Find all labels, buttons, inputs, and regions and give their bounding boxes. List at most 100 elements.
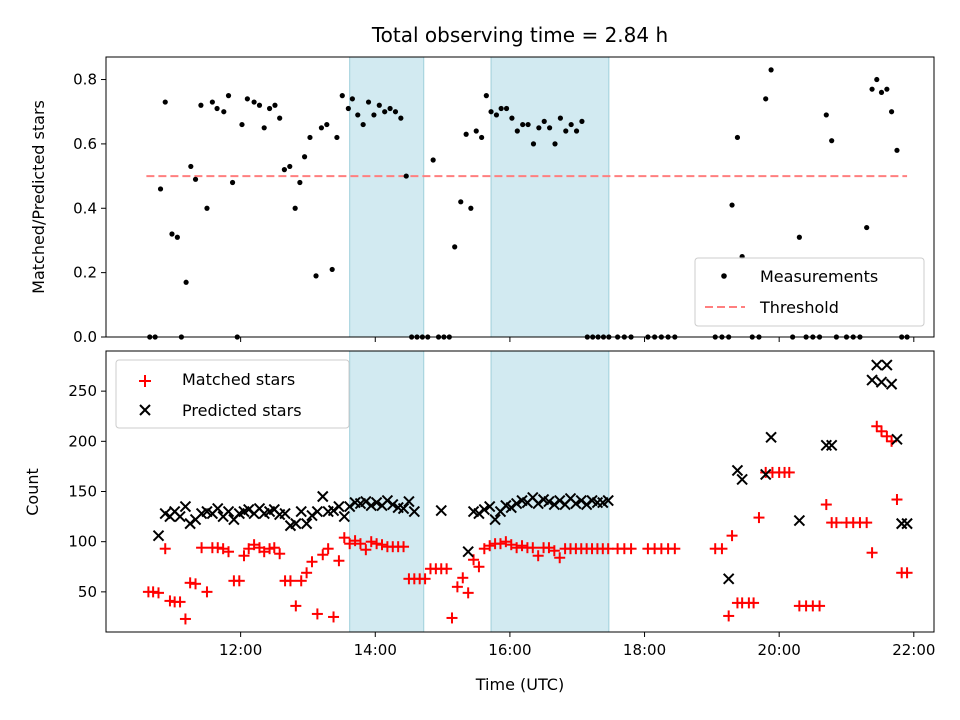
predicted-point [403, 495, 415, 508]
top-legend-box [694, 257, 925, 327]
matched-point [284, 575, 296, 587]
y-tick-label: 200 [68, 432, 97, 450]
predicted-point [891, 433, 903, 446]
matched-point [290, 600, 302, 612]
matched-point [814, 600, 826, 612]
predicted-point [885, 378, 898, 390]
measurement-point [371, 112, 377, 118]
x-tick-label: 14:00 [354, 641, 397, 659]
count-panel: 12:00 14:00 16:00 18:00 20:00 22:00 50 100 150 2… [23, 350, 935, 694]
matched-point [333, 555, 345, 567]
matched-point [264, 543, 276, 555]
predicted-point [222, 505, 235, 518]
matched-point [820, 499, 832, 511]
predicted-point [365, 499, 377, 512]
measurement-point [204, 205, 210, 211]
measurement-point [729, 202, 735, 208]
matched-point [625, 543, 637, 555]
measurement-point [209, 99, 215, 105]
top-legend: Measurements Threshold [694, 257, 925, 327]
predicted-point [317, 490, 329, 503]
bottom-x-axis: 12:00 14:00 16:00 18:00 20:00 22:00 [219, 632, 935, 659]
measurement-point [256, 102, 263, 108]
measurement-point [292, 205, 298, 211]
predicted-point [881, 359, 893, 371]
measurement-point [301, 154, 308, 160]
matched-point [201, 586, 213, 598]
y-tick-label: 0.8 [73, 71, 97, 89]
measurement-point [768, 67, 774, 73]
x-tick-label: 16:00 [488, 641, 531, 659]
matched-point [441, 563, 453, 575]
measurement-point [297, 179, 303, 186]
matched-point [295, 575, 307, 587]
matched-point [371, 538, 383, 550]
matched-point [233, 575, 245, 587]
matched-point [716, 543, 728, 555]
predicted-point [311, 505, 324, 518]
predicted-point [212, 502, 224, 515]
predicted-point [179, 500, 192, 513]
measurement-point [568, 121, 574, 128]
matched-point [174, 596, 186, 608]
matched-point [723, 610, 735, 622]
legend-predicted-marker [139, 404, 151, 416]
y-tick-label: 250 [68, 382, 97, 400]
measurement-point [536, 125, 542, 131]
matched-point [753, 512, 765, 524]
measurement-point [392, 109, 399, 115]
measurement-point [251, 99, 257, 105]
matched-point [301, 567, 313, 579]
matched-point [901, 567, 913, 579]
measurement-point [888, 109, 895, 115]
predicted-point [397, 502, 410, 515]
top-y-axis-title: Matched/Predicted stars [29, 100, 48, 294]
matched-point [875, 425, 887, 437]
measurement-point [869, 86, 875, 92]
measurement-point [878, 89, 885, 96]
measurement-point [468, 205, 474, 211]
predicted-point [871, 359, 883, 371]
legend-threshold-label: Threshold [759, 298, 839, 317]
matched-point [317, 549, 329, 561]
measurement-point [329, 266, 335, 273]
predicted-point [602, 494, 614, 507]
predicted-point [333, 500, 345, 513]
legend-measurements-marker [721, 273, 727, 279]
measurement-point [188, 163, 194, 170]
measurement-point [169, 231, 175, 237]
measurement-point [261, 125, 267, 131]
y-tick-label: 0.4 [73, 199, 97, 217]
bottom-shaded-intervals [349, 350, 610, 633]
predicted-point [300, 517, 313, 530]
measurement-point [157, 186, 164, 192]
legend-matched-label: Matched stars [182, 370, 295, 389]
bottom-y-axis: 50 100 150 200 250 [68, 382, 106, 601]
measurement-point [355, 112, 361, 118]
matched-point [446, 612, 458, 624]
matched-point [190, 578, 202, 590]
measurement-point [281, 167, 287, 173]
measurement-point [339, 93, 345, 99]
matched-point [311, 608, 323, 620]
matched-point [322, 543, 334, 555]
legend-matched-marker [139, 375, 151, 387]
measurement-point [365, 99, 372, 105]
bottom-y-axis-title: Count [23, 468, 42, 516]
measurement-point [458, 199, 464, 205]
matched-point [306, 556, 318, 568]
chart-title: Total observing time = 2.84 h [371, 23, 668, 47]
predicted-point [875, 376, 888, 388]
predicted-point [722, 573, 735, 585]
predicted-point [736, 473, 748, 486]
measurement-point [530, 141, 537, 147]
predicted-point [295, 505, 307, 518]
measurement-point [221, 109, 227, 115]
predicted-point [793, 514, 806, 527]
predicted-point [338, 510, 351, 523]
bottom-legend-box [115, 359, 350, 429]
matched-point [196, 542, 208, 554]
matched-point [223, 546, 235, 558]
matched-point [328, 611, 340, 623]
